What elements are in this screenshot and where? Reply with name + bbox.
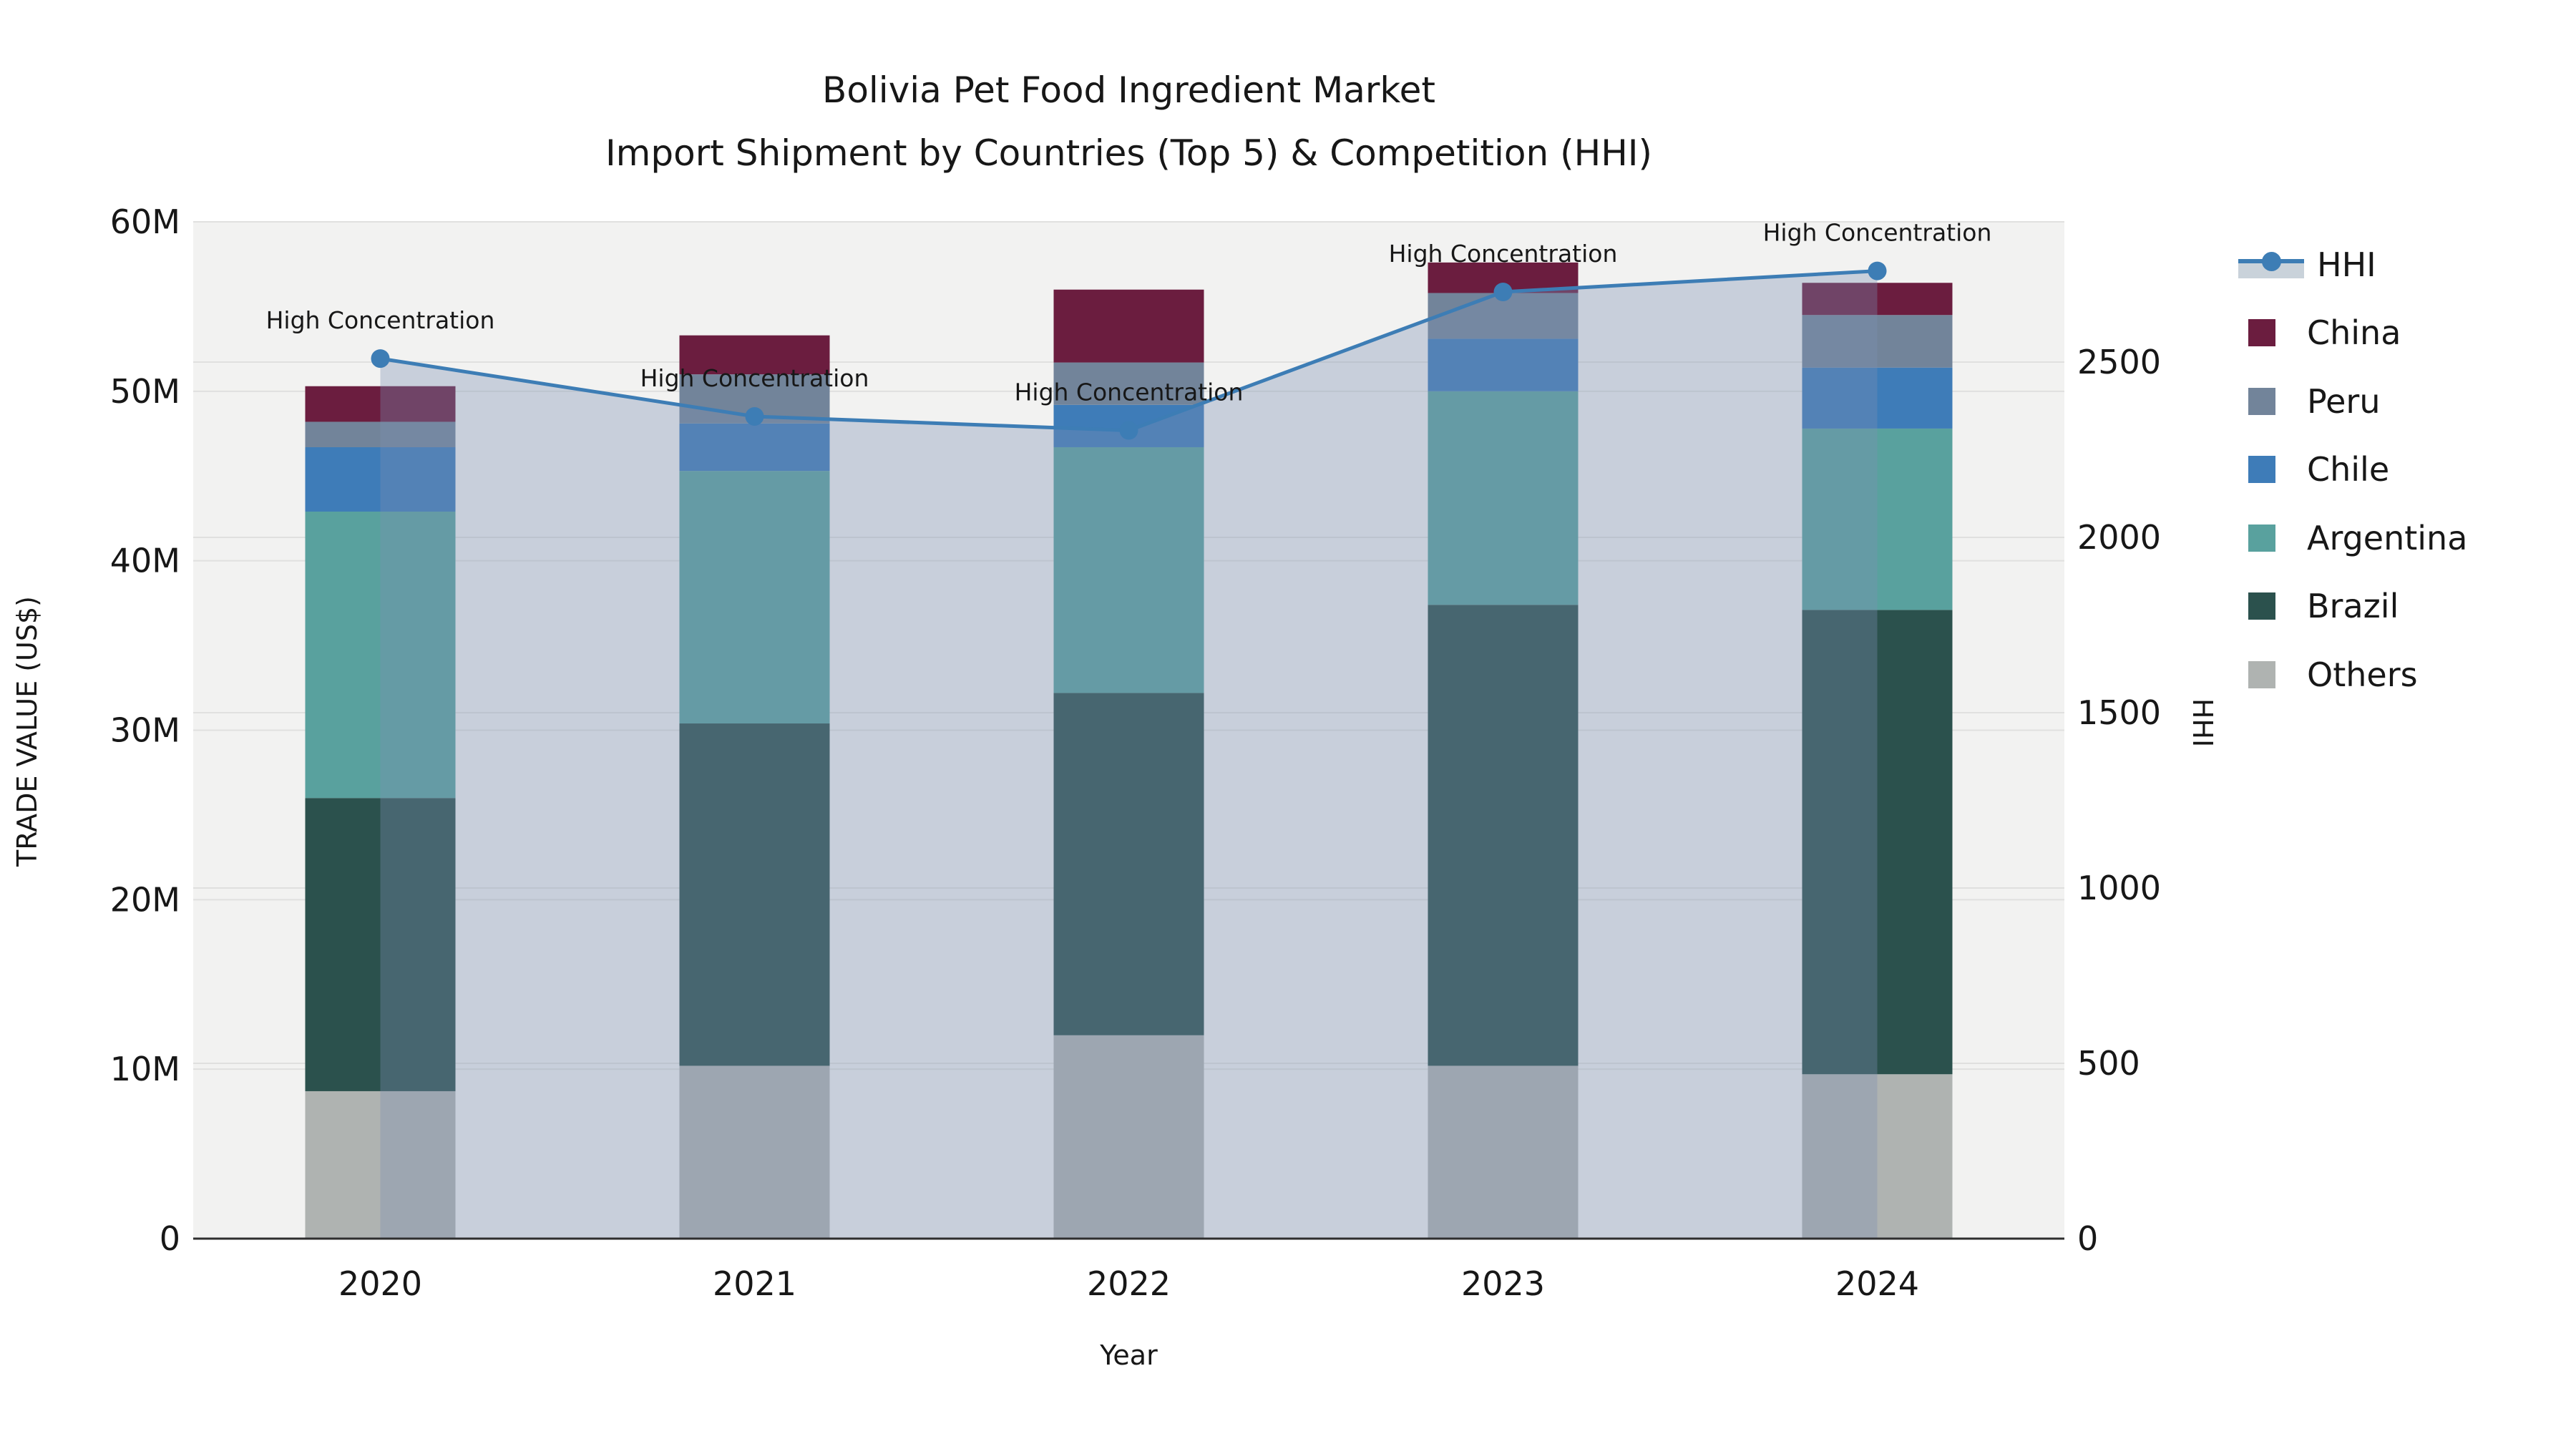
legend-label-argentina: Argentina [2307,518,2468,557]
legend-label-brazil: Brazil [2307,587,2399,626]
hhi-point-2021 [745,406,764,426]
x-tick-label-2024: 2024 [1835,1264,1919,1303]
bar-segment-brazil-2022 [1053,693,1204,1035]
right-tick-label-500: 500 [2077,1044,2140,1083]
x-tick-label-2023: 2023 [1461,1264,1545,1303]
bar-segment-china-2020 [305,386,456,422]
legend-swatch-argentina [2248,524,2275,552]
bar-segment-chile-2024 [1802,367,1953,429]
bar-segment-chile-2023 [1428,338,1579,391]
right-tick-label-0: 0 [2077,1219,2098,1258]
bar-segment-peru-2024 [1802,315,1953,368]
hhi-point-2023 [1493,283,1513,301]
bar-segment-peru-2020 [305,421,456,447]
hhi-area-fill [380,270,1878,1239]
legend-swatch-others [2248,660,2275,688]
bar-segment-brazil-2024 [1802,610,1953,1075]
bar-segment-brazil-2023 [1428,605,1579,1066]
x-tick-label-2021: 2021 [713,1264,796,1303]
left-axis-title: TRADE VALUE (US$) [11,596,43,867]
legend-item-hhi: HHI [2238,230,2467,299]
bar-segment-brazil-2021 [679,723,830,1066]
hhi-point-2024 [1868,261,1887,280]
hhi-line-legend-marker-icon [2238,249,2304,280]
left-tick-label-40M: 40M [110,542,180,580]
legend-label-peru: Peru [2307,381,2381,421]
bar-segment-argentina-2024 [1802,428,1953,610]
bar-segment-peru-2022 [1053,362,1204,405]
annotation-high-concentration-2023: High Concentration [1389,240,1618,268]
bar-segment-chile-2020 [305,447,456,512]
hhi-point-2020 [371,349,390,369]
bar-segment-brazil-2020 [305,798,456,1091]
bar-segment-argentina-2021 [679,471,830,724]
legend-label-china: China [2307,313,2401,353]
legend-label-hhi: HHI [2317,245,2376,284]
bar-segment-others-2023 [1428,1065,1579,1239]
legend-label-chile: Chile [2307,450,2390,489]
left-tick-label-20M: 20M [110,880,180,919]
bar-segment-argentina-2020 [305,511,456,799]
bar-segment-china-2021 [679,335,830,375]
annotation-high-concentration-2022: High Concentration [1015,379,1244,406]
left-tick-label-0: 0 [160,1219,180,1258]
annotation-high-concentration-2024: High Concentration [1763,219,1992,247]
hhi-dot-swatch [2262,251,2281,271]
left-tick-label-50M: 50M [110,372,180,411]
annotation-high-concentration-2020: High Concentration [266,306,495,334]
legend-swatch-china [2248,319,2275,347]
right-tick-label-2500: 2500 [2077,343,2161,381]
left-tick-label-30M: 30M [110,711,180,750]
legend: HHI China Peru Chile Argentina Brazil Others [2238,230,2467,709]
left-tick-label-10M: 10M [110,1050,180,1088]
bar-segment-china-2022 [1053,289,1204,363]
bar-segment-others-2022 [1053,1035,1204,1239]
legend-item-others: Others [2238,640,2467,709]
chart-title-line1: Bolivia Pet Food Ingredient Market [822,69,1435,111]
right-axis-title: HHI [2187,698,2218,748]
x-axis-title: Year [1100,1340,1158,1371]
legend-item-argentina: Argentina [2238,504,2467,572]
bar-segment-others-2024 [1802,1074,1953,1239]
x-tick-label-2022: 2022 [1087,1264,1171,1303]
x-tick-label-2020: 2020 [338,1264,422,1303]
annotation-high-concentration-2021: High Concentration [640,364,869,392]
bar-segment-others-2021 [679,1065,830,1239]
legend-item-china: China [2238,299,2467,368]
right-tick-label-1000: 1000 [2077,869,2161,907]
bar-segment-china-2024 [1802,283,1953,316]
chart-title-line2: Import Shipment by Countries (Top 5) & C… [605,132,1653,174]
right-tick-label-2000: 2000 [2077,518,2161,557]
bar-segment-chile-2021 [679,423,830,472]
legend-item-peru: Peru [2238,367,2467,436]
legend-item-brazil: Brazil [2238,572,2467,641]
hhi-point-2022 [1119,421,1138,440]
legend-swatch-chile [2248,456,2275,484]
bar-segment-others-2020 [305,1091,456,1239]
bar-segment-argentina-2023 [1428,391,1579,605]
legend-swatch-peru [2248,387,2275,415]
bar-segment-argentina-2022 [1053,447,1204,693]
right-tick-label-1500: 1500 [2077,693,2161,732]
legend-item-chile: Chile [2238,436,2467,504]
legend-swatch-brazil [2248,592,2275,620]
left-tick-label-60M: 60M [110,203,180,241]
chart-title: Bolivia Pet Food Ingredient Market Impor… [193,59,2064,185]
legend-label-others: Others [2307,655,2418,694]
